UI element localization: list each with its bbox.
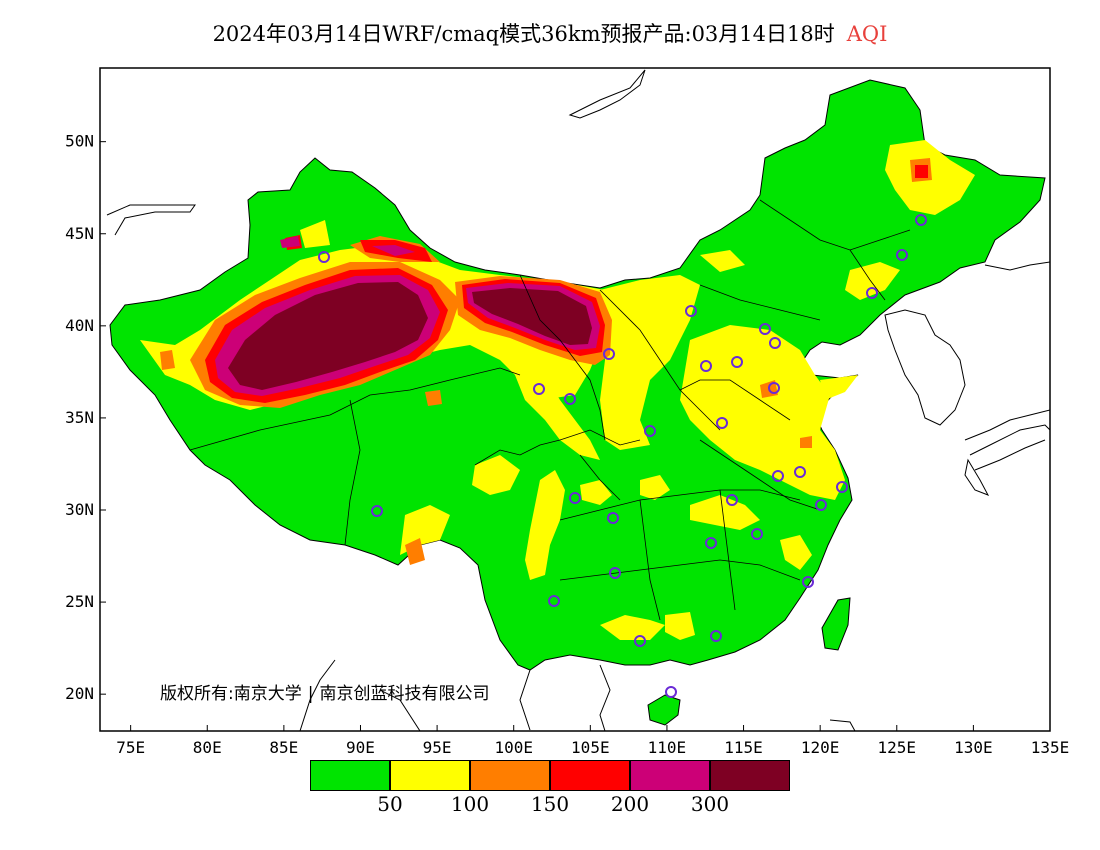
station-markers: [318, 214, 927, 698]
x-tick-label-3: 90E: [346, 738, 375, 757]
x-tick-label-2: 85E: [269, 738, 298, 757]
legend-label-2: 150: [530, 792, 570, 816]
neighbor-coastlines: [106, 69, 1050, 731]
legend-label-1: 100: [450, 792, 490, 816]
y-tick-label-1: 25N: [65, 592, 94, 611]
x-tick-label-10: 125E: [878, 738, 917, 757]
color-legend: [310, 760, 790, 791]
x-tick-label-12: 135E: [1031, 738, 1070, 757]
x-tick-label-8: 115E: [724, 738, 763, 757]
hainan-island: [647, 694, 681, 726]
y-axis: 20N 25N 30N 35N 40N 45N 50N: [65, 132, 106, 703]
y-tick-label-6: 50N: [65, 132, 94, 151]
copyright-text: 版权所有:南京大学 | 南京创蓝科技有限公司: [160, 679, 489, 704]
legend-label-0: 50: [377, 792, 403, 816]
x-tick-label-4: 95E: [423, 738, 452, 757]
map-title: 2024年03月14日WRF/cmaq模式36km预报产品:03月14日18时 A…: [0, 18, 1100, 48]
x-tick-label-6: 105E: [571, 738, 610, 757]
y-tick-label-4: 40N: [65, 316, 94, 335]
x-axis: 75E 80E 85E 90E 95E 100E 105E 110E 115E 120E 125E 1…: [116, 725, 1069, 757]
title-main: 2024年03月14日WRF/cmaq模式36km预报产品:03月14日18时: [212, 22, 835, 46]
x-tick-label-5: 100E: [494, 738, 533, 757]
legend-swatch-0: [310, 760, 390, 791]
legend-swatch-1: [390, 760, 470, 791]
copyright-owner-2: 南京创蓝科技有限公司: [319, 684, 490, 704]
legend-label-4: 300: [690, 792, 730, 816]
x-tick-label-0: 75E: [116, 738, 145, 757]
y-tick-label-0: 20N: [65, 684, 94, 703]
x-tick-label-1: 80E: [193, 738, 222, 757]
y-tick-label-2: 30N: [65, 500, 94, 519]
copyright-separator: |: [307, 684, 314, 704]
copyright-owner-1: 版权所有:南京大学: [160, 684, 302, 704]
legend-swatch-3: [550, 760, 630, 791]
aqi-hazardous-areas: [228, 282, 592, 390]
legend-label-3: 200: [610, 792, 650, 816]
legend-swatch-4: [630, 760, 710, 791]
province-borders: [189, 199, 911, 621]
taiwan-island: [821, 597, 851, 651]
title-variable: AQI: [846, 22, 888, 46]
x-tick-label-9: 120E: [801, 738, 840, 757]
legend-swatch-5: [710, 760, 790, 791]
x-tick-label-11: 130E: [954, 738, 993, 757]
y-tick-label-5: 45N: [65, 224, 94, 243]
map-frame: [99, 67, 1051, 732]
y-tick-label-3: 35N: [65, 408, 94, 427]
legend-swatch-2: [470, 760, 550, 791]
x-tick-label-7: 110E: [648, 738, 687, 757]
